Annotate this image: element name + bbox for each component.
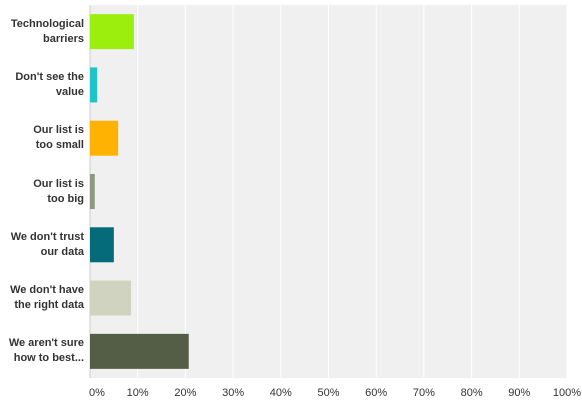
category-label: We don't trust our data	[10, 230, 84, 258]
x-tick-label: 0%	[89, 387, 105, 399]
category-label: Don't see the value	[15, 70, 84, 98]
category-label: We aren't sure how to best...	[8, 337, 84, 365]
x-tick-label: 90%	[508, 387, 530, 399]
category-label: Our list is too big	[33, 177, 84, 205]
bar	[90, 280, 132, 316]
x-tick-label: 50%	[317, 387, 339, 399]
category-label: Our list is too small	[33, 124, 84, 152]
x-tick-label: 60%	[365, 387, 387, 399]
bar	[90, 120, 119, 156]
bar	[90, 333, 189, 369]
x-tick-label: 30%	[222, 387, 244, 399]
category-label: We don't have the right data	[10, 284, 84, 312]
bar	[90, 227, 114, 263]
bar	[90, 14, 134, 50]
x-tick-label: 40%	[270, 387, 292, 399]
bar	[90, 174, 95, 209]
x-tick-label: 20%	[174, 387, 196, 399]
category-label: Technological barriers	[10, 17, 84, 45]
bar	[90, 67, 98, 103]
x-tick-label: 80%	[461, 387, 483, 399]
x-tick-label: 100%	[553, 387, 581, 399]
x-tick-label: 70%	[413, 387, 435, 399]
x-tick-label: 10%	[127, 387, 149, 399]
